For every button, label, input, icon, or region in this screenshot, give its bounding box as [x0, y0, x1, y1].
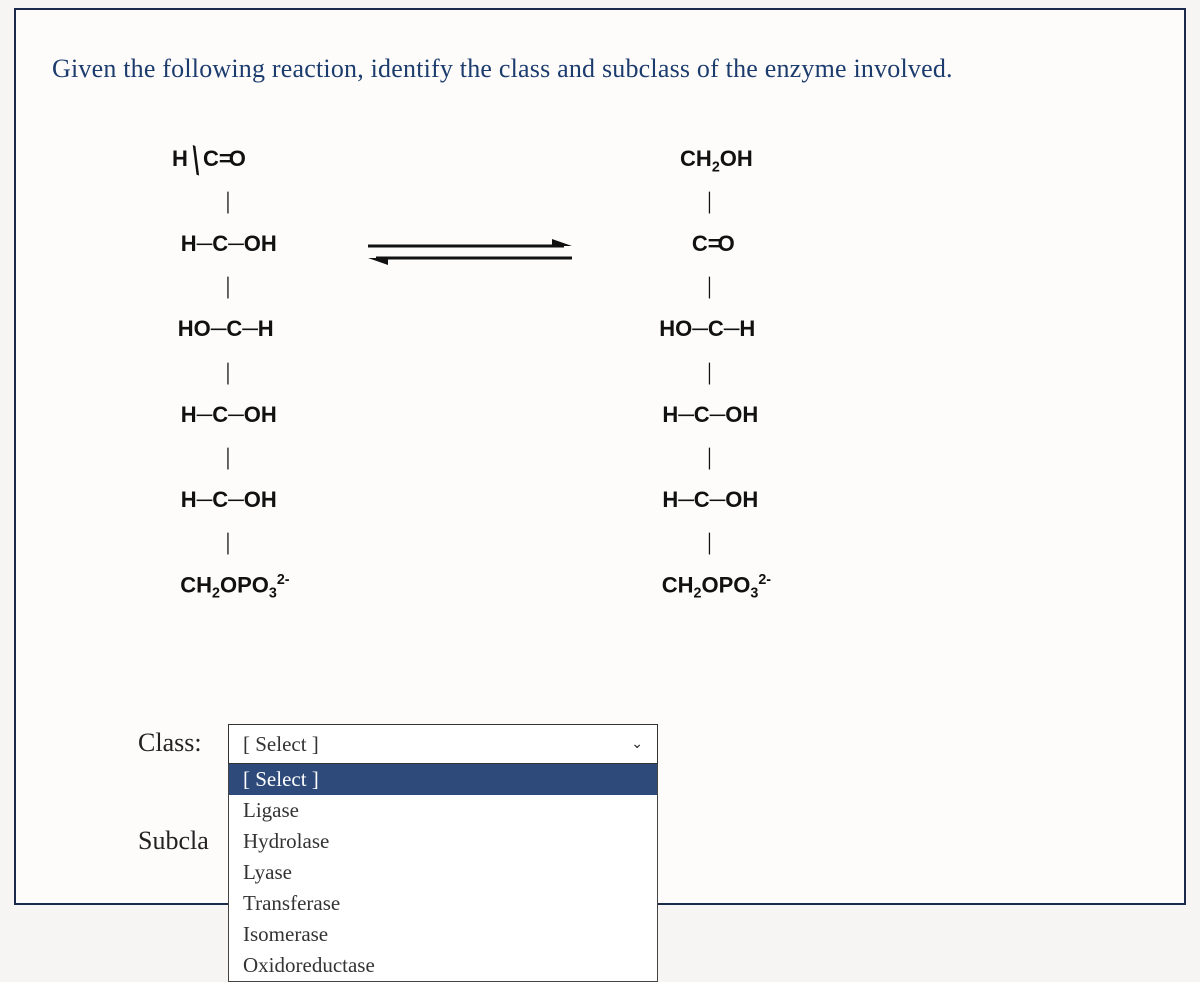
- class-option-isomerase[interactable]: Isomerase: [229, 919, 657, 950]
- equilibrium-arrow: [360, 234, 580, 275]
- class-option-hydrolase[interactable]: Hydrolase: [229, 826, 657, 857]
- chevron-down-icon: ⌄: [631, 736, 643, 753]
- class-option-select[interactable]: [ Select ]: [229, 764, 657, 795]
- class-option-ligase[interactable]: Ligase: [229, 795, 657, 826]
- class-select[interactable]: [ Select ] ⌄: [228, 724, 658, 764]
- product-molecule: CH2OH │ C=O │ HO─C─H │ H─C─OH │ H─C─OH │…: [650, 124, 772, 644]
- reaction-diagram: H ╲C=O │ H─C─OH │ HO─C─H │ H─C─OH │ H─C─…: [168, 124, 1152, 644]
- class-option-oxidoreductase[interactable]: Oxidoreductase: [229, 950, 657, 981]
- class-row: Class: [ Select ] ⌄ [ Select ] Ligase Hy…: [138, 724, 1152, 764]
- question-card: Given the following reaction, identify t…: [14, 8, 1186, 905]
- class-label: Class:: [138, 724, 228, 758]
- question-text: Given the following reaction, identify t…: [52, 54, 1152, 84]
- class-option-lyase[interactable]: Lyase: [229, 857, 657, 888]
- answer-section: Class: [ Select ] ⌄ [ Select ] Ligase Hy…: [138, 724, 1152, 862]
- class-dropdown-panel: [ Select ] Ligase Hydrolase Lyase Transf…: [228, 764, 658, 982]
- class-select-value: [ Select ]: [243, 732, 319, 757]
- subclass-label: Subcla: [138, 822, 228, 856]
- reactant-molecule: H ╲C=O │ H─C─OH │ HO─C─H │ H─C─OH │ H─C─…: [168, 124, 290, 644]
- class-option-transferase[interactable]: Transferase: [229, 888, 657, 919]
